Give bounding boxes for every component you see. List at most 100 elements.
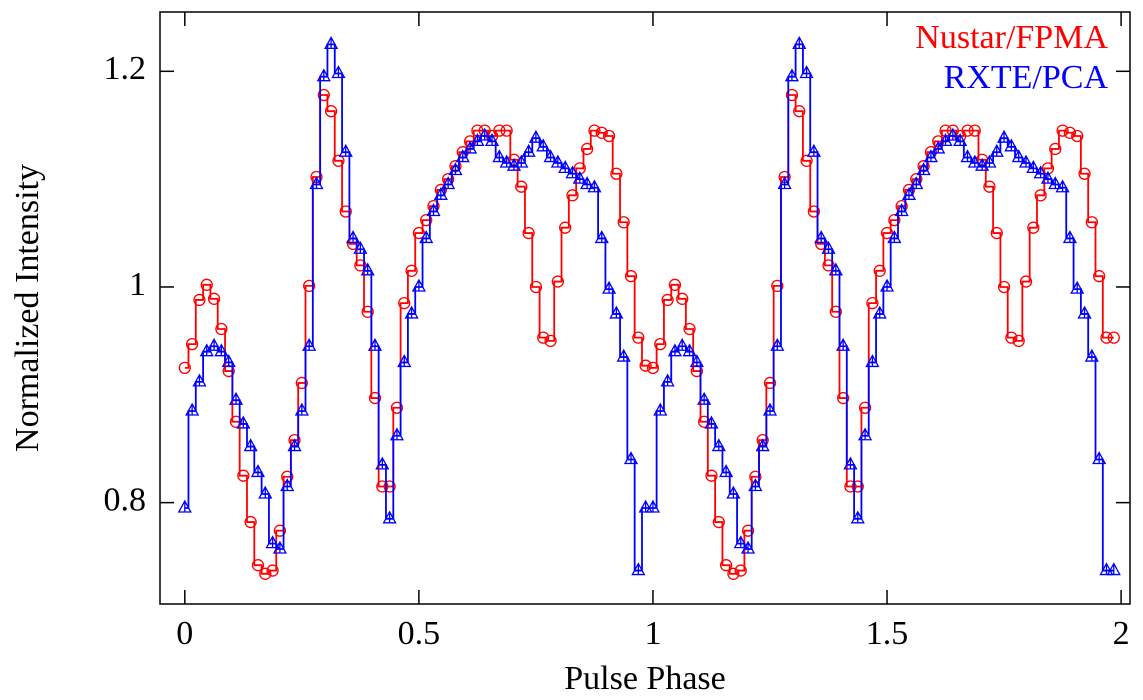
marker	[178, 361, 191, 374]
marker	[500, 124, 513, 137]
marker	[931, 140, 946, 154]
marker	[317, 88, 330, 102]
marker	[177, 499, 192, 513]
marker	[411, 278, 426, 292]
marker	[193, 293, 206, 307]
marker	[1085, 216, 1098, 229]
marker	[844, 480, 857, 493]
marker	[865, 354, 880, 368]
marker	[1093, 270, 1106, 283]
marker	[551, 275, 565, 288]
marker	[588, 124, 601, 137]
marker	[960, 149, 975, 163]
marker	[1078, 167, 1091, 180]
marker	[1063, 126, 1077, 139]
marker	[200, 278, 213, 291]
marker	[404, 305, 419, 319]
marker	[733, 535, 748, 549]
marker	[295, 376, 308, 390]
marker	[345, 230, 361, 244]
marker	[609, 305, 624, 319]
marker	[550, 154, 565, 168]
marker	[792, 35, 807, 49]
marker	[851, 480, 864, 493]
marker	[821, 240, 836, 254]
marker	[682, 343, 697, 357]
marker	[405, 264, 418, 277]
marker	[492, 149, 507, 163]
marker	[654, 337, 667, 351]
y-tick-label: 1.2	[104, 50, 147, 87]
marker	[689, 354, 704, 368]
marker	[880, 226, 894, 240]
marker	[901, 186, 917, 200]
marker	[215, 322, 228, 336]
marker	[1026, 159, 1041, 174]
marker	[646, 361, 660, 374]
marker	[572, 170, 587, 184]
marker	[836, 337, 851, 351]
marker	[638, 499, 653, 513]
x-tick-label: 0	[176, 615, 193, 652]
marker	[566, 189, 579, 202]
marker	[244, 515, 257, 529]
marker	[287, 438, 302, 452]
marker	[441, 176, 456, 190]
y-tick-label: 1	[129, 266, 146, 303]
marker	[426, 203, 441, 217]
marker	[705, 469, 718, 482]
marker	[192, 373, 207, 387]
marker	[521, 143, 536, 157]
marker	[1012, 334, 1025, 348]
marker	[229, 415, 243, 428]
marker	[755, 438, 770, 452]
marker	[617, 216, 630, 229]
marker	[1019, 275, 1033, 288]
marker	[1027, 221, 1040, 234]
marker	[185, 337, 199, 351]
marker	[515, 180, 528, 193]
marker	[1070, 280, 1085, 294]
marker	[331, 65, 346, 79]
marker	[601, 280, 617, 294]
marker	[698, 415, 711, 428]
marker	[536, 138, 551, 152]
marker	[704, 415, 719, 429]
marker	[207, 292, 221, 305]
marker	[1107, 331, 1120, 344]
marker	[221, 354, 236, 368]
marker	[433, 186, 448, 200]
marker	[623, 451, 639, 465]
marker	[996, 129, 1012, 143]
marker	[272, 540, 287, 554]
marker	[1018, 154, 1034, 168]
marker	[339, 205, 352, 218]
marker	[953, 133, 968, 147]
marker	[639, 359, 652, 372]
marker	[528, 129, 544, 143]
marker	[477, 127, 492, 141]
marker	[762, 402, 778, 416]
marker	[420, 213, 433, 227]
marker	[989, 143, 1004, 157]
marker	[997, 280, 1011, 294]
marker	[872, 305, 887, 319]
marker	[982, 154, 997, 168]
marker	[251, 559, 265, 572]
marker	[800, 154, 813, 167]
marker	[499, 154, 514, 168]
marker	[354, 259, 367, 272]
marker	[419, 230, 434, 244]
marker	[185, 402, 200, 416]
marker	[645, 499, 661, 513]
marker	[1099, 562, 1114, 576]
y-tick-label: 0.8	[104, 481, 147, 518]
marker	[368, 391, 382, 405]
marker	[383, 480, 396, 493]
marker	[1106, 562, 1121, 576]
marker	[412, 226, 426, 240]
x-tick-label: 2	[1113, 615, 1130, 652]
marker	[595, 126, 608, 139]
marker	[1062, 230, 1077, 244]
